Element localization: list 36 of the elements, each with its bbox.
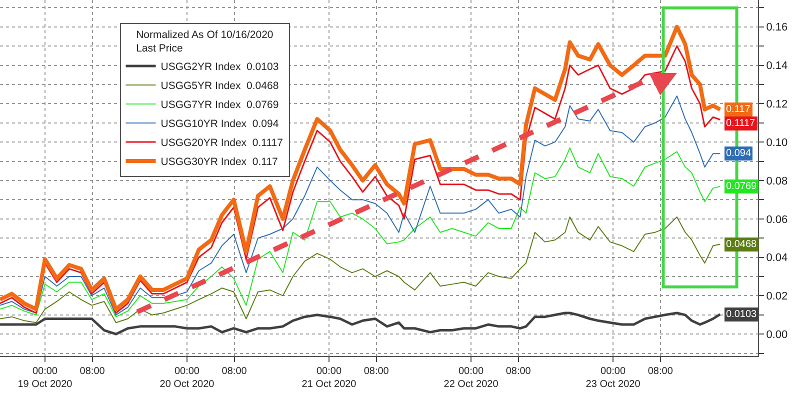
x-tick-label: 08:00 xyxy=(506,366,532,377)
data-label: 0.117 xyxy=(726,104,751,115)
y-tick-label: 0.16 xyxy=(766,22,788,34)
data-label: 0.1117 xyxy=(726,118,756,129)
y-tick-label: 0.02 xyxy=(766,290,788,303)
legend-label: USGG20YR Index 0.1117 xyxy=(160,137,284,150)
data-label: 0.094 xyxy=(726,148,752,159)
legend-label: USGG2YR Index 0.0103 xyxy=(160,61,279,74)
legend-label: USGG10YR Index 0.094 xyxy=(160,118,279,130)
x-tick-label: 00:00 21 Oct 2020 xyxy=(302,366,357,390)
x-tick-label: 00:00 22 Oct 2020 xyxy=(444,366,499,390)
data-label: 0.0769 xyxy=(726,181,758,192)
y-tick-label: 0.14 xyxy=(766,60,788,72)
line-series xyxy=(0,96,721,316)
x-tick-label: 08:00 xyxy=(364,366,390,377)
legend-label: USGG7YR Index 0.0769 xyxy=(160,99,279,112)
x-tick-label: 08:00 xyxy=(648,366,674,377)
x-tick-label: 00:00 19 Oct 2020 xyxy=(18,366,73,390)
x-tick-label: 00:00 23 Oct 2020 xyxy=(586,366,641,390)
data-label: 0.0468 xyxy=(726,239,758,250)
legend-title: Normalized As Of 10/16/2020 Last Price xyxy=(136,28,274,54)
x-tick-label: 08:00 xyxy=(222,366,248,377)
y-tick-label: 0.12 xyxy=(766,98,788,111)
legend-label: USGG30YR Index 0.117 xyxy=(160,156,278,168)
x-tick-label: 00:00 20 Oct 2020 xyxy=(160,366,215,390)
data-label: 0.0103 xyxy=(726,309,758,320)
y-tick-label: 0.08 xyxy=(766,175,788,188)
x-tick-label: 08:00 xyxy=(80,366,106,377)
line-series xyxy=(0,312,722,336)
y-tick-label: 0.04 xyxy=(766,252,788,264)
line-series xyxy=(0,147,721,318)
y-tick-label: 0.10 xyxy=(766,136,788,149)
legend-label: USGG5YR Index 0.0468 xyxy=(160,80,279,92)
y-tick-label: 0.00 xyxy=(766,328,788,341)
line-series xyxy=(0,216,721,324)
y-tick-label: 0.06 xyxy=(766,214,788,226)
